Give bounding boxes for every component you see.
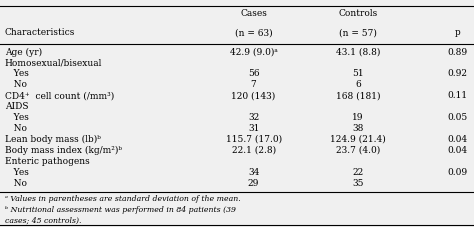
Text: 32: 32: [248, 113, 259, 122]
Text: cases; 45 controls).: cases; 45 controls).: [5, 217, 81, 225]
Text: p: p: [455, 28, 460, 37]
Text: Controls: Controls: [338, 9, 377, 18]
Text: No: No: [5, 124, 27, 133]
Text: 0.92: 0.92: [447, 69, 467, 79]
Text: Yes: Yes: [5, 69, 28, 79]
Text: ᵃ Values in parentheses are standard deviation of the mean.: ᵃ Values in parentheses are standard dev…: [5, 195, 240, 203]
Text: (n = 63): (n = 63): [235, 28, 273, 37]
Text: 34: 34: [248, 168, 259, 177]
Text: 35: 35: [352, 179, 364, 188]
Text: 43.1 (8.8): 43.1 (8.8): [336, 48, 380, 57]
Text: (n = 57): (n = 57): [339, 28, 377, 37]
Text: Yes: Yes: [5, 168, 28, 177]
Text: 124.9 (21.4): 124.9 (21.4): [330, 135, 386, 144]
Text: 31: 31: [248, 124, 259, 133]
Text: 38: 38: [352, 124, 364, 133]
Text: Homosexual/bisexual: Homosexual/bisexual: [5, 59, 102, 68]
Text: 0.09: 0.09: [447, 168, 467, 177]
Text: 168 (181): 168 (181): [336, 91, 380, 100]
Text: Age (yr): Age (yr): [5, 48, 42, 57]
Text: 23.7 (4.0): 23.7 (4.0): [336, 146, 380, 155]
Text: Body mass index (kg/m²)ᵇ: Body mass index (kg/m²)ᵇ: [5, 146, 122, 155]
Text: Yes: Yes: [5, 113, 28, 122]
Text: 22: 22: [352, 168, 364, 177]
Text: 42.9 (9.0)ᵃ: 42.9 (9.0)ᵃ: [229, 48, 278, 57]
Text: 22.1 (2.8): 22.1 (2.8): [231, 146, 276, 155]
Text: 0.89: 0.89: [447, 48, 467, 57]
Text: 0.04: 0.04: [447, 146, 467, 155]
Text: 6: 6: [355, 80, 361, 89]
Text: No: No: [5, 179, 27, 188]
Text: 0.04: 0.04: [447, 135, 467, 144]
Text: 0.11: 0.11: [447, 91, 467, 100]
Text: 56: 56: [248, 69, 259, 79]
Text: 7: 7: [251, 80, 256, 89]
Text: 29: 29: [248, 179, 259, 188]
Text: Cases: Cases: [240, 9, 267, 18]
Text: No: No: [5, 80, 27, 89]
Text: 0.05: 0.05: [447, 113, 467, 122]
Text: 115.7 (17.0): 115.7 (17.0): [226, 135, 282, 144]
Text: AIDS: AIDS: [5, 102, 28, 111]
Text: 120 (143): 120 (143): [231, 91, 276, 100]
Text: 19: 19: [352, 113, 364, 122]
Text: 51: 51: [352, 69, 364, 79]
Text: Characteristics: Characteristics: [5, 28, 75, 37]
Text: Enteric pathogens: Enteric pathogens: [5, 157, 90, 166]
Text: Lean body mass (lb)ᵇ: Lean body mass (lb)ᵇ: [5, 135, 100, 144]
Text: ᵇ Nutritional assessment was performed in 84 patients (39: ᵇ Nutritional assessment was performed i…: [5, 206, 236, 214]
Text: CD4⁺  cell count (/mm³): CD4⁺ cell count (/mm³): [5, 91, 114, 100]
